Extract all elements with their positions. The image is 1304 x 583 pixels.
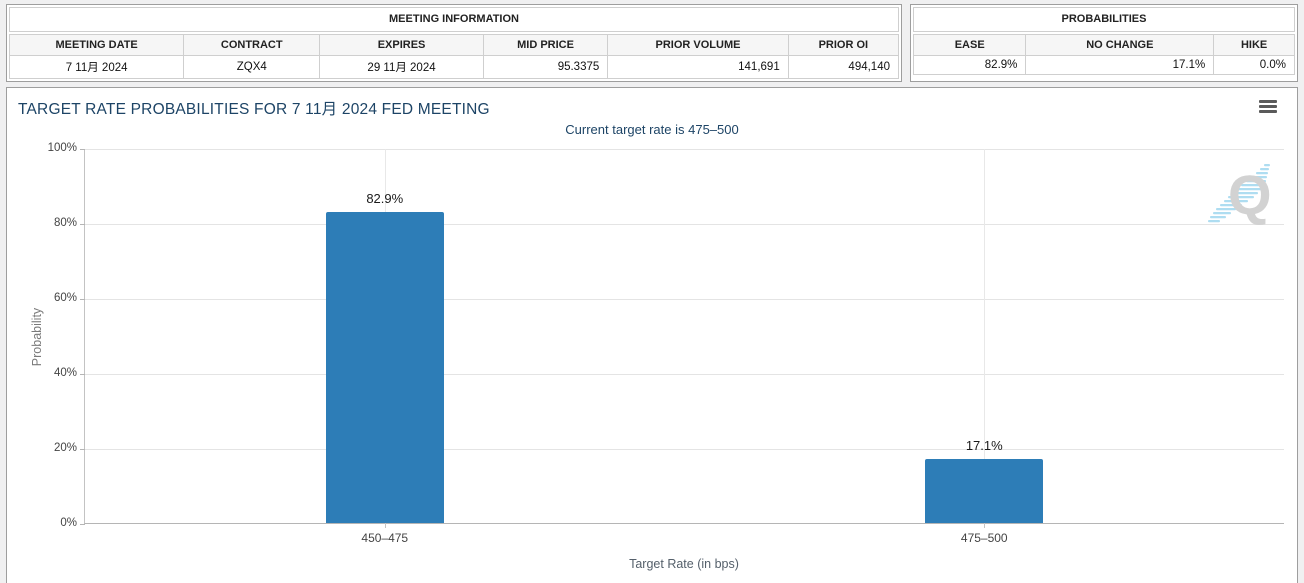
meeting-date-value: 7 11月 2024 (8, 55, 185, 79)
y-tick-mark (80, 374, 85, 375)
col-header-ease: EASE (912, 34, 1027, 56)
prior-volume-value: 141,691 (607, 55, 789, 79)
mid-price-value: 95.3375 (482, 55, 609, 79)
col-header-meeting-date: MEETING DATE (8, 34, 185, 56)
chart-header: TARGET RATE PROBABILITIES FOR 7 11月 2024… (7, 88, 1297, 119)
h-gridline (85, 224, 1284, 225)
x-tick-mark (384, 523, 386, 528)
contract-value: ZQX4 (183, 55, 321, 79)
hamburger-menu-icon[interactable] (1259, 100, 1277, 115)
x-tick-label: 450–475 (361, 531, 409, 545)
y-tick-label: 0% (60, 517, 77, 529)
bar-value-label: 17.1% (965, 437, 1003, 453)
expires-value: 29 11月 2024 (319, 55, 484, 79)
plot-area: Q 0% 20% 40% 60% 80% 100% 82.9% 450–475 17.1% 475… (48, 142, 1284, 545)
y-axis-title: Probability (30, 307, 44, 367)
y-tick-label: 60% (53, 292, 77, 304)
x-tick-mark (984, 523, 986, 528)
prior-oi-value: 494,140 (787, 55, 900, 79)
h-gridline (85, 374, 1284, 375)
no-change-value: 17.1% (1025, 55, 1215, 75)
x-axis-title: Target Rate (in bps) (629, 557, 739, 571)
probability-bar[interactable] (925, 458, 1044, 523)
y-tick-mark (80, 224, 85, 225)
h-gridline (85, 299, 1284, 300)
meeting-information-table: MEETING DATE CONTRACT EXPIRES MID PRICE … (8, 34, 900, 79)
h-gridline (85, 449, 1284, 450)
table-header-row: MEETING DATE CONTRACT EXPIRES MID PRICE … (8, 34, 900, 56)
v-gridline (984, 149, 986, 523)
chart-subtitle: Current target rate is 475–500 (565, 122, 739, 137)
col-header-expires: EXPIRES (319, 34, 484, 56)
col-header-mid-price: MID PRICE (482, 34, 609, 56)
bar-chart: Probability (7, 137, 1297, 583)
x-tick-label: 475–500 (960, 531, 1008, 545)
probabilities-panel: PROBABILITIES EASE NO CHANGE HIKE 82.9% … (910, 4, 1298, 82)
meeting-information-title: MEETING INFORMATION (9, 7, 899, 32)
hike-value: 0.0% (1213, 55, 1295, 75)
col-header-contract: CONTRACT (183, 34, 321, 56)
y-tick-mark (80, 299, 85, 300)
target-rate-chart-panel: TARGET RATE PROBABILITIES FOR 7 11月 2024… (6, 87, 1298, 583)
probability-bar[interactable] (325, 212, 444, 523)
probabilities-title: PROBABILITIES (913, 7, 1295, 32)
ease-value: 82.9% (912, 55, 1027, 75)
meeting-information-panel: MEETING INFORMATION MEETING DATE CONTRAC… (6, 4, 902, 82)
y-tick-label: 100% (47, 142, 77, 154)
y-tick-label: 40% (53, 367, 77, 379)
col-header-prior-oi: PRIOR OI (787, 34, 900, 56)
quikstrike-watermark-icon: Q (1208, 163, 1272, 226)
h-gridline (85, 149, 1284, 150)
bar-value-label: 82.9% (366, 191, 404, 207)
table-header-row: EASE NO CHANGE HIKE (912, 34, 1295, 56)
y-tick-mark (80, 449, 85, 450)
table-row: 82.9% 17.1% 0.0% (912, 55, 1295, 75)
probabilities-table: EASE NO CHANGE HIKE 82.9% 17.1% 0.0% (912, 34, 1295, 75)
table-row: 7 11月 2024 ZQX4 29 11月 2024 95.3375 141,… (8, 55, 900, 79)
summary-tables-row: MEETING INFORMATION MEETING DATE CONTRAC… (6, 4, 1298, 82)
y-tick-mark (80, 524, 85, 525)
chart-title: TARGET RATE PROBABILITIES FOR 7 11月 2024… (18, 101, 490, 118)
watermark-letter: Q (1228, 163, 1272, 226)
y-tick-label: 80% (53, 217, 77, 229)
col-header-no-change: NO CHANGE (1025, 34, 1215, 56)
y-tick-label: 20% (53, 442, 77, 454)
col-header-hike: HIKE (1213, 34, 1295, 56)
col-header-prior-volume: PRIOR VOLUME (607, 34, 789, 56)
y-tick-mark (80, 149, 85, 150)
